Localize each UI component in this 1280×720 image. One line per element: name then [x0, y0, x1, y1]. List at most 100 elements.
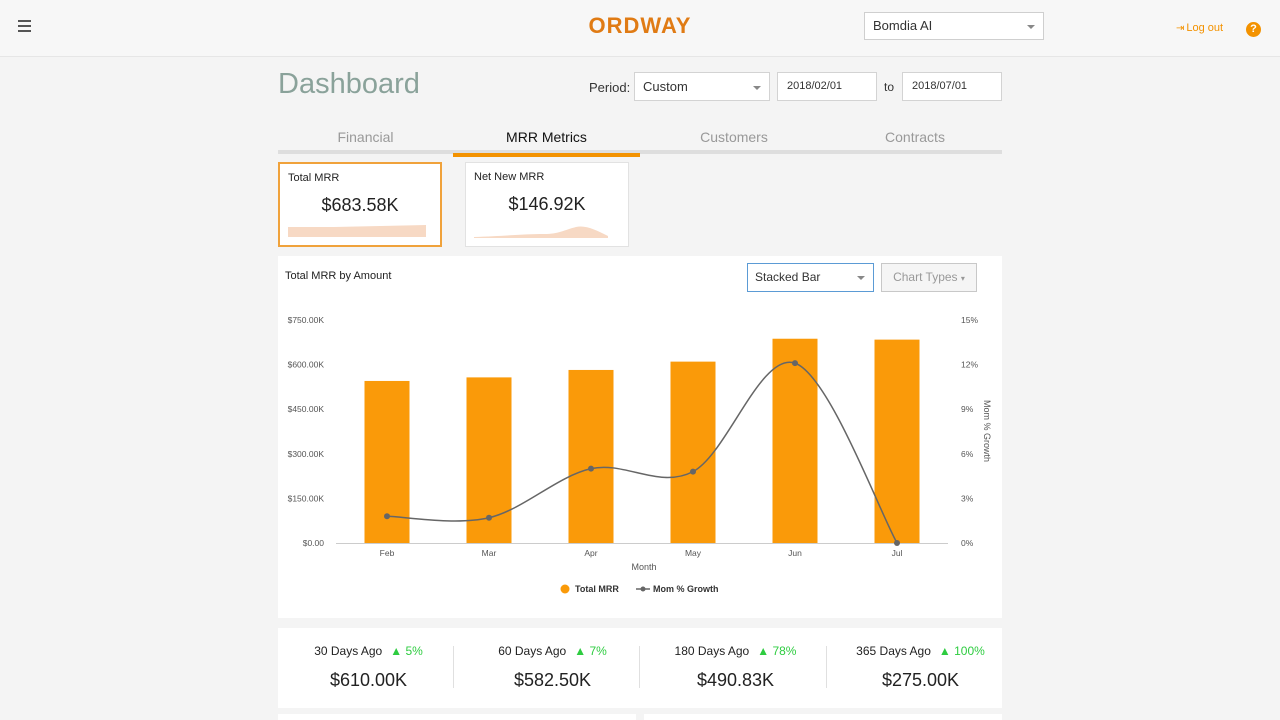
up-arrow-icon: ▲: [757, 644, 773, 658]
comparison-value: $610.00K: [329, 670, 408, 690]
kpi-card-net-new-mrr[interactable]: Net New MRR $146.92K: [465, 162, 629, 247]
y2-tick-label: 15%: [961, 315, 978, 325]
comparison-item: 365 Days Ago ▲ 100% $275.00K: [830, 628, 1011, 708]
comparison-value: $490.83K: [696, 670, 775, 690]
divider: [453, 646, 454, 688]
bar-total-mrr: [670, 361, 716, 543]
kpi-sparkline: [288, 225, 426, 237]
kpi-label: Net New MRR: [474, 171, 545, 183]
y2-axis-title: Mom % Growth: [982, 400, 992, 462]
period-select-value: Custom: [643, 79, 688, 94]
bar-total-mrr: [772, 338, 818, 543]
bottom-panel: [278, 714, 636, 720]
line-point-mom-growth: [486, 514, 492, 521]
x-axis-title: Month: [631, 562, 656, 572]
y-tick-label: $750.00K: [288, 315, 325, 325]
dashboard-tabs: Financial MRR Metrics Customers Contract…: [278, 126, 1002, 157]
up-arrow-icon: ▲: [390, 644, 406, 658]
tab-mrr-metrics[interactable]: MRR Metrics: [453, 129, 640, 157]
y2-tick-label: 0%: [961, 538, 974, 548]
x-tick-label: May: [685, 548, 702, 558]
tab-contracts[interactable]: Contracts: [885, 129, 945, 145]
date-to-input[interactable]: 2018/07/01: [902, 72, 1002, 101]
legend-marker-total-mrr: [560, 584, 570, 594]
page-title: Dashboard: [278, 68, 420, 100]
tab-financial[interactable]: Financial: [337, 129, 394, 145]
x-tick-label: Jun: [788, 548, 802, 558]
comparison-item: 60 Days Ago ▲ 7% $582.50K: [462, 628, 643, 708]
logout-label: Log out: [1186, 22, 1224, 34]
date-from-input[interactable]: 2018/02/01: [777, 72, 877, 101]
top-bar: ORDWAY Bomdia AI ⇥ Log out ?: [0, 0, 1280, 57]
y-tick-label: $150.00K: [288, 493, 325, 503]
y2-tick-label: 6%: [961, 449, 974, 459]
y2-tick-label: 12%: [961, 360, 978, 370]
help-icon[interactable]: ?: [1246, 22, 1261, 37]
chart-types-button[interactable]: Chart Types ▾: [881, 263, 977, 292]
mrr-chart: $0.00 $150.00K $300.00K $450.00K $600.00K $75…: [288, 315, 992, 594]
y2-tick-label: 9%: [961, 404, 974, 414]
divider: [639, 646, 640, 688]
chevron-down-icon: [1027, 25, 1035, 29]
bar-total-mrr: [568, 369, 614, 543]
period-select[interactable]: Custom: [634, 72, 770, 101]
chart-types-button-label: Chart Types: [893, 270, 958, 284]
y-tick-label: $450.00K: [288, 404, 325, 414]
bottom-panel: [644, 714, 1002, 720]
comparison-value: $582.50K: [513, 670, 592, 690]
line-point-mom-growth: [690, 468, 696, 475]
comparison-label: 60 Days Ago: [498, 644, 567, 658]
kpi-sparkline: [474, 226, 608, 238]
comparison-value: $275.00K: [881, 670, 960, 690]
series-line-mom-growth: [386, 361, 898, 544]
divider: [826, 646, 827, 688]
organization-select-value: Bomdia AI: [873, 18, 933, 33]
x-tick-label: Feb: [380, 548, 395, 558]
comparison-panel: 30 Days Ago ▲ 5% $610.00K 60 Days Ago ▲ 7%…: [278, 628, 1002, 708]
chart-title: Total MRR by Amount: [285, 270, 392, 282]
legend-label-total-mrr: Total MRR: [575, 584, 619, 594]
comparison-item: 180 Days Ago ▲ 78% $490.83K: [645, 628, 826, 708]
ordway-logo: ORDWAY: [589, 13, 691, 38]
line-point-mom-growth: [894, 540, 900, 546]
x-tick-label: Jul: [892, 548, 903, 558]
chart-panel: Total MRR by Amount Stacked Bar Chart Ty…: [278, 256, 1002, 618]
legend-point-mom-growth: [640, 586, 646, 592]
kpi-value: $146.92K: [508, 194, 586, 214]
legend-label-mom-growth: Mom % Growth: [653, 584, 719, 594]
organization-select[interactable]: Bomdia AI: [864, 12, 1044, 40]
chevron-down-icon: [753, 86, 761, 90]
up-arrow-icon: ▲: [938, 644, 955, 658]
caret-down-icon: ▾: [960, 274, 965, 283]
logout-link[interactable]: ⇥ Log out: [1176, 22, 1223, 34]
comparison-label: 365 Days Ago: [856, 644, 931, 658]
up-arrow-icon: ▲: [574, 644, 590, 658]
period-label: Period:: [589, 80, 631, 95]
y-tick-label: $0.00: [303, 538, 325, 548]
chart-type-select-value: Stacked Bar: [755, 270, 821, 284]
chevron-down-icon: [857, 276, 865, 280]
comparison-label: 30 Days Ago: [314, 644, 383, 658]
comparison-item: 30 Days Ago ▲ 5% $610.00K: [278, 628, 459, 708]
kpi-label: Total MRR: [288, 172, 340, 184]
comparison-label: 180 Days Ago: [674, 644, 750, 658]
y-tick-label: $600.00K: [288, 360, 325, 370]
comparison-delta: 78%: [772, 644, 797, 658]
bar-total-mrr: [874, 339, 920, 543]
menu-icon[interactable]: [18, 20, 31, 32]
kpi-card-total-mrr[interactable]: Total MRR $683.58K: [278, 162, 442, 247]
chart-type-select[interactable]: Stacked Bar: [747, 263, 874, 292]
tab-customers[interactable]: Customers: [700, 129, 768, 145]
comparison-delta: 7%: [589, 644, 607, 658]
y2-tick-label: 3%: [961, 493, 974, 503]
to-label: to: [884, 80, 895, 94]
logout-icon: ⇥: [1176, 23, 1185, 34]
line-point-mom-growth: [384, 513, 390, 520]
x-tick-label: Apr: [584, 548, 597, 558]
comparison-delta: 100%: [954, 644, 985, 658]
comparison-delta: 5%: [405, 644, 423, 658]
x-tick-label: Mar: [482, 548, 497, 558]
line-point-mom-growth: [792, 360, 798, 367]
line-point-mom-growth: [588, 465, 594, 472]
y-tick-label: $300.00K: [288, 449, 325, 459]
